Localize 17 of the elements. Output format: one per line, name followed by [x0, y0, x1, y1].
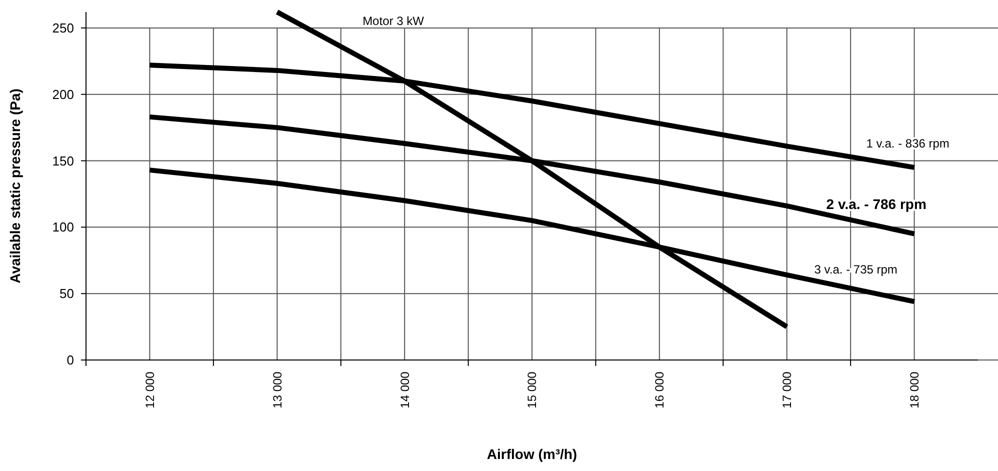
y-axis-title: Available static pressure (Pa)	[7, 88, 23, 284]
y-tick-label: 200	[52, 86, 74, 102]
x-tick-label: 18 000	[907, 371, 922, 408]
text: Motor 3 kW	[362, 14, 425, 28]
x-tick-label: 13 000	[270, 371, 284, 408]
x-axis-title: Airflow (m³/h)	[486, 446, 578, 462]
x-tick-label: 16 000	[652, 371, 667, 408]
x-tick-label: 12 000	[142, 371, 157, 408]
x-tick-label: 15 000	[525, 371, 540, 408]
y-tick-label: 150	[52, 153, 74, 168]
x-tick-label: 14 000	[398, 371, 412, 408]
y-tick-label: 50	[60, 286, 74, 302]
y-tick-label: 0	[66, 352, 74, 368]
y-tick-label: 100	[52, 220, 74, 235]
y-tick-label: 250	[52, 20, 74, 36]
series-label: 3 v.a. - 735 rpm	[814, 262, 898, 277]
x-tick-label: 17 000	[780, 371, 794, 408]
